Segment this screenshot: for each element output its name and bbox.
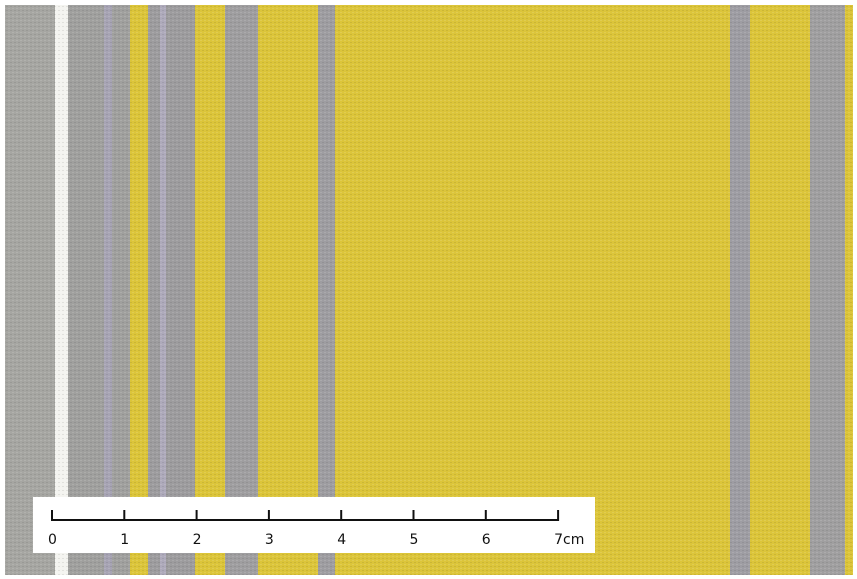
ruler-label: 3 bbox=[265, 532, 274, 548]
ruler-label: 4 bbox=[337, 532, 346, 548]
ruler-label: 0 bbox=[48, 532, 57, 548]
ruler-label: 2 bbox=[193, 532, 202, 548]
ruler-label: 7cm bbox=[554, 532, 584, 548]
ruler-label: 6 bbox=[482, 532, 491, 548]
ruler-label: 1 bbox=[120, 532, 129, 548]
ruler-label: 5 bbox=[410, 532, 419, 548]
ruler: 0 1 2 3 4 5 6 7cm bbox=[33, 497, 595, 553]
ruler-background bbox=[33, 497, 595, 553]
fabric-stripes bbox=[5, 5, 853, 575]
